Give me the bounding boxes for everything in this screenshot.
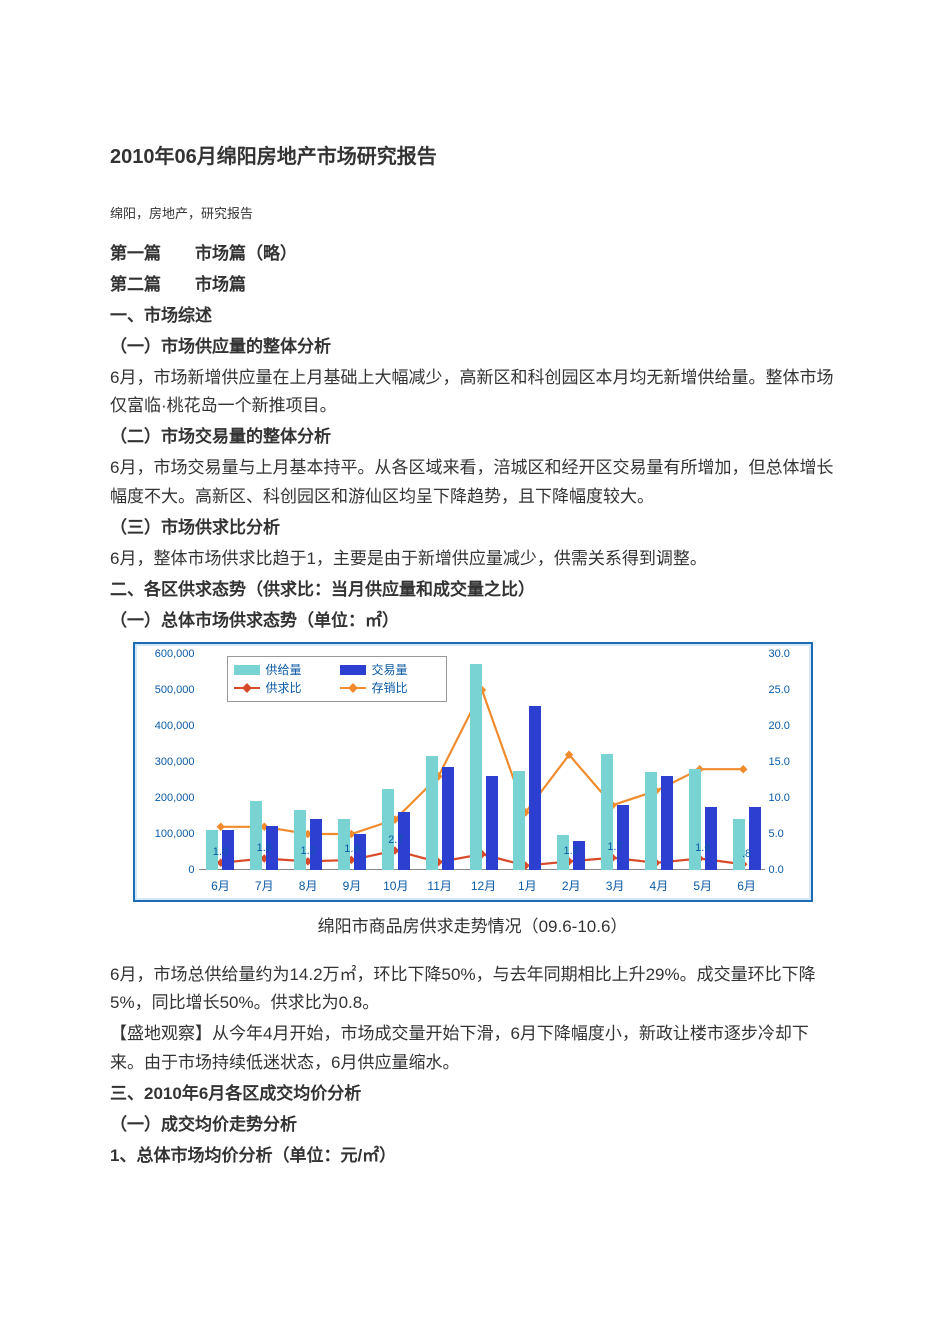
ratio-value-label: 1.7 (607, 841, 622, 853)
paragraph: （一）总体市场供求态势（单位：㎡） (110, 607, 835, 636)
y-axis-right-label: 25.0 (765, 684, 809, 696)
bar-supply (426, 756, 438, 869)
y-axis-right-label: 15.0 (765, 756, 809, 768)
paragraph: 6月，市场新增供应量在上月基础上大幅减少，高新区和科创园区本月均无新增供给量。整… (110, 364, 835, 422)
paragraph: 【盛地观察】从今年4月开始，市场成交量开始下滑，6月下降幅度小，新政让楼市逐步冷… (110, 1020, 835, 1078)
y-axis-left-label: 600,000 (137, 648, 195, 660)
ratio-value-label: 1.6 (257, 842, 272, 854)
bar-supply (513, 771, 525, 870)
ratio-value-label: 1.4 (344, 843, 359, 855)
paragraph: 二、各区供求态势（供求比：当月供应量和成交量之比） (110, 576, 835, 605)
paragraph: 6月，市场交易量与上月基本持平。从各区域来看，涪城区和经开区交易量有所增加，但总… (110, 454, 835, 512)
y-axis-right-label: 0.0 (765, 864, 809, 876)
y-axis-left-label: 400,000 (137, 720, 195, 732)
report-tags: 绵阳，房地产，研究报告 (110, 203, 835, 222)
paragraph: （二）市场交易量的整体分析 (110, 423, 835, 452)
page: 2010年06月绵阳房地产市场研究报告 绵阳，房地产，研究报告 第一篇 市场篇（… (0, 0, 945, 1337)
y-axis-right-label: 10.0 (765, 792, 809, 804)
paragraph: （三）市场供求比分析 (110, 514, 835, 543)
ratio-value-label: .8 (742, 848, 751, 860)
bar-trade (442, 767, 454, 870)
chart-caption: 绵阳市商品房供求走势情况（09.6-10.6） (110, 912, 835, 937)
bar-trade (617, 805, 629, 870)
bar-supply (645, 772, 657, 869)
paragraph: 6月，市场总供给量约为14.2万㎡，环比下降50%，与去年同期相比上升29%。成… (110, 961, 835, 1019)
legend-label: 交易量 (372, 661, 408, 678)
y-axis-left-label: 0 (137, 864, 195, 876)
y-axis-left-label: 100,000 (137, 828, 195, 840)
ratio-value-label: 2.7 (388, 834, 403, 846)
x-axis-label: 10月 (383, 877, 408, 894)
paragraph: 1、总体市场均价分析（单位：元/㎡） (110, 1142, 835, 1171)
x-axis-label: 4月 (650, 877, 669, 894)
paragraph: （一）成交均价走势分析 (110, 1111, 835, 1140)
x-axis-label: 7月 (255, 877, 274, 894)
paragraph: 6月，整体市场供求比趋于1，主要是由于新增供应量减少，供需关系得到调整。 (110, 545, 835, 574)
legend-label: 供求比 (266, 679, 302, 696)
bar-supply (250, 801, 262, 869)
bar-trade (705, 807, 717, 870)
ratio-value-label: 1.2 (564, 845, 579, 857)
legend-label: 存销比 (372, 679, 408, 696)
y-axis-left-label: 200,000 (137, 792, 195, 804)
body-before-chart: 第一篇 市场篇（略）第二篇 市场篇一、市场综述（一）市场供应量的整体分析6月，市… (110, 240, 835, 636)
report-title: 2010年06月绵阳房地产市场研究报告 (110, 140, 835, 169)
x-axis-label: 5月 (693, 877, 712, 894)
bar-trade (529, 706, 541, 870)
paragraph: 一、市场综述 (110, 302, 835, 331)
paragraph: （一）市场供应量的整体分析 (110, 333, 835, 362)
x-axis-label: 6月 (211, 877, 230, 894)
y-axis-left-label: 300,000 (137, 756, 195, 768)
bar-supply (470, 664, 482, 869)
chart-legend: 供给量 交易量供求比 存销比 (227, 656, 447, 702)
x-axis-label: 1月 (518, 877, 537, 894)
bar-trade (749, 807, 761, 870)
y-axis-right-label: 5.0 (765, 828, 809, 840)
x-axis-label: 9月 (343, 877, 362, 894)
bar-supply (733, 819, 745, 869)
paragraph: 三、2010年6月各区成交均价分析 (110, 1080, 835, 1109)
x-axis-label: 12月 (471, 877, 496, 894)
bar-supply (689, 769, 701, 870)
bar-supply (294, 810, 306, 869)
bar-trade (486, 776, 498, 870)
x-axis-label: 2月 (562, 877, 581, 894)
bar-supply (382, 789, 394, 870)
paragraph: 第一篇 市场篇（略） (110, 240, 835, 269)
ratio-value-label: 1.0 (213, 846, 228, 858)
x-axis-label: 11月 (427, 877, 451, 894)
y-axis-right-label: 20.0 (765, 720, 809, 732)
x-axis-label: 3月 (606, 877, 625, 894)
supply-demand-chart: 1.01.61.21.42.71.21.71.6.8 供给量交易量供求比存销比 … (133, 642, 813, 902)
y-axis-right-label: 30.0 (765, 648, 809, 660)
paragraph: 第二篇 市场篇 (110, 271, 835, 300)
x-axis-label: 6月 (737, 877, 756, 894)
y-axis-left-label: 500,000 (137, 684, 195, 696)
bar-trade (661, 776, 673, 870)
ratio-value-label: 1.6 (695, 842, 710, 854)
x-axis-label: 8月 (299, 877, 318, 894)
ratio-value-label: 1.2 (300, 845, 315, 857)
body-after-chart: 6月，市场总供给量约为14.2万㎡，环比下降50%，与去年同期相比上升29%。成… (110, 961, 835, 1171)
legend-label: 供给量 (266, 661, 302, 678)
